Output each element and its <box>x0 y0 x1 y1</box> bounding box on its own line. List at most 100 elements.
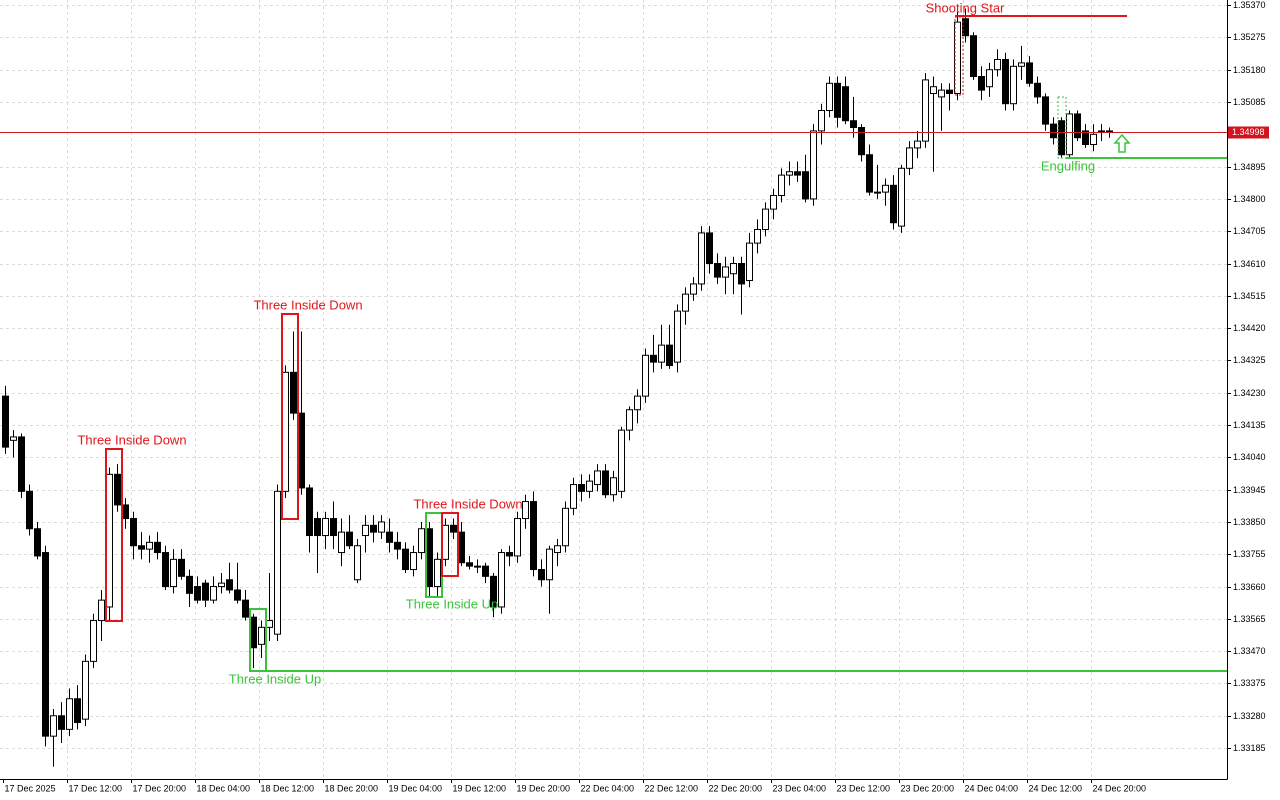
candle-body <box>850 120 857 129</box>
candle-body <box>426 528 433 588</box>
y-tick-label: 1.34135 <box>1233 420 1266 430</box>
candle-body <box>186 575 193 594</box>
candle-body <box>962 18 969 37</box>
candle-body <box>642 354 649 397</box>
candle-body <box>666 344 673 367</box>
candle-body <box>250 616 257 649</box>
candle-body <box>162 552 169 588</box>
x-tick-label: 23 Dec 04:00 <box>773 783 827 793</box>
y-tick-label: 1.35085 <box>1233 97 1266 107</box>
candle-body <box>618 429 625 492</box>
y-tick-label: 1.35370 <box>1233 0 1266 10</box>
pattern-label: Engulfing <box>1041 158 1095 173</box>
candle-body <box>802 171 809 200</box>
candle-body <box>1082 130 1089 146</box>
x-tick-label: 23 Dec 20:00 <box>901 783 955 793</box>
candle-body <box>498 552 505 608</box>
candle-body <box>594 470 601 486</box>
pattern-box <box>441 512 459 577</box>
x-tick-label: 17 Dec 2025 <box>5 783 56 793</box>
y-tick-label: 1.33755 <box>1233 549 1266 559</box>
candle-body <box>106 473 113 608</box>
y-tick-label: 1.35275 <box>1233 32 1266 42</box>
candle-body <box>1050 123 1057 139</box>
candle-body <box>138 545 145 550</box>
candle-body <box>794 171 801 176</box>
candle-body <box>554 545 561 554</box>
candle-body <box>610 477 617 496</box>
candle-body <box>858 127 865 156</box>
candle-body <box>634 395 641 411</box>
candle-body <box>130 518 137 547</box>
x-tick-label: 22 Dec 20:00 <box>709 783 763 793</box>
candle-body <box>746 242 753 282</box>
candle-body <box>946 89 953 95</box>
candle-body <box>258 626 265 645</box>
candle-body <box>1074 113 1081 139</box>
candle-body <box>482 565 489 577</box>
y-tick-label: 1.34230 <box>1233 388 1266 398</box>
candle-body <box>538 569 545 581</box>
candle-body <box>242 599 249 618</box>
candle-body <box>202 582 209 601</box>
candle-body <box>698 232 705 285</box>
candle-body <box>490 575 497 608</box>
x-tick-label: 24 Dec 04:00 <box>965 783 1019 793</box>
candle-body <box>754 229 761 244</box>
candle-body <box>146 541 153 550</box>
candle-body <box>18 436 25 492</box>
candle-body <box>154 541 161 554</box>
x-tick-label: 19 Dec 04:00 <box>389 783 443 793</box>
x-tick-label: 18 Dec 12:00 <box>261 783 315 793</box>
candle-body <box>306 487 313 537</box>
pattern-box <box>281 313 299 520</box>
candle-body <box>1058 120 1065 156</box>
candle-body <box>442 524 449 560</box>
candle-body <box>266 620 273 628</box>
candle-body <box>1002 59 1009 105</box>
candle-body <box>682 293 689 312</box>
candle-body <box>98 599 105 622</box>
y-tick-label: 1.34515 <box>1233 291 1266 301</box>
y-tick-label: 1.33565 <box>1233 614 1266 624</box>
candle-body <box>1106 130 1113 133</box>
candle-body <box>834 82 841 118</box>
candle-body <box>338 531 345 554</box>
candle-body <box>938 89 945 98</box>
candle-body <box>562 507 569 547</box>
candle-body <box>418 528 425 554</box>
candle-body <box>474 565 481 568</box>
pattern-label: Shooting Star <box>926 0 1005 15</box>
y-tick-label: 1.33850 <box>1233 517 1266 527</box>
candle-body <box>234 589 241 601</box>
candle-body <box>810 130 817 200</box>
candle-body <box>738 263 745 285</box>
candle-body <box>786 171 793 176</box>
candle-body <box>914 140 921 149</box>
x-tick-label: 19 Dec 20:00 <box>517 783 571 793</box>
candle-body <box>42 552 49 737</box>
candle-body <box>1018 62 1025 67</box>
candle-body <box>370 524 377 533</box>
candle-body <box>722 266 729 278</box>
y-tick-label: 1.33375 <box>1233 678 1266 688</box>
candle-body <box>762 208 769 231</box>
candle-body <box>970 35 977 78</box>
candle-body <box>210 586 217 601</box>
candle-body <box>2 395 9 448</box>
candle-body <box>986 69 993 88</box>
candle-body <box>74 698 81 724</box>
candle-body <box>298 412 305 489</box>
candle-body <box>1034 82 1041 98</box>
candle-body <box>458 531 465 564</box>
candle-body <box>1026 62 1033 84</box>
buy-arrow <box>1113 133 1131 153</box>
candle-body <box>170 558 177 588</box>
pattern-label: Three Inside Down <box>253 297 362 312</box>
candle-body <box>1066 113 1073 156</box>
candle-body <box>586 480 593 492</box>
y-tick-label: 1.33945 <box>1233 485 1266 495</box>
candle-body <box>514 518 521 557</box>
candle-body <box>274 490 281 635</box>
